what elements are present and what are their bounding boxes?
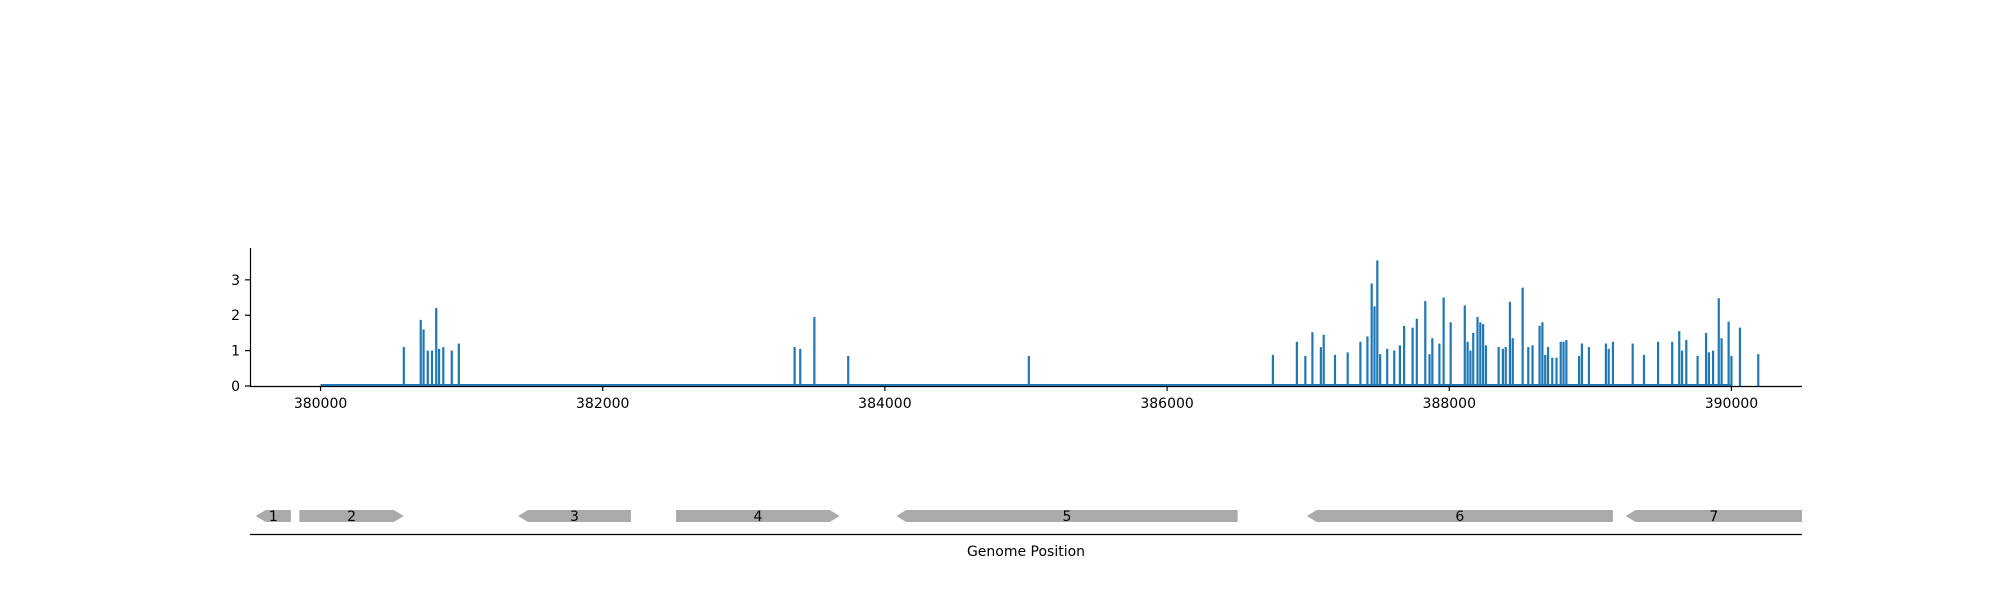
signal-bars [402, 260, 1760, 386]
gene-arrow [676, 510, 840, 522]
x-axis-ticks: 380000 382000 384000 386000 388000 390000 [294, 386, 1758, 412]
x-tick-label: 386000 [1140, 396, 1193, 412]
gene-arrows: 1 2 3 4 5 6 7 [255, 509, 1802, 525]
gene-label: 7 [1709, 509, 1718, 525]
gene-arrow [518, 510, 631, 522]
gene-label: 5 [1062, 509, 1071, 525]
signal-panel: 380000 382000 384000 386000 388000 390000 0 1 2… [231, 248, 1802, 412]
gene-label: 4 [753, 509, 762, 525]
gene-arrow [1625, 510, 1802, 522]
x-tick-label: 382000 [576, 396, 629, 412]
gene-arrow [255, 510, 291, 522]
gene-arrow [1306, 510, 1613, 522]
x-tick-label: 380000 [294, 396, 347, 412]
gene-arrow [299, 510, 404, 522]
y-tick-label: 2 [231, 308, 240, 324]
x-axis-title: Genome Position [967, 544, 1085, 560]
gene-label: 1 [269, 509, 278, 525]
y-axis-ticks: 0 1 2 3 [231, 273, 250, 395]
y-tick-label: 0 [231, 379, 240, 395]
x-tick-label: 388000 [1423, 396, 1476, 412]
y-tick-label: 1 [231, 344, 240, 360]
gene-label: 3 [570, 509, 579, 525]
y-tick-label: 3 [231, 273, 240, 289]
gene-track-panel: 1 2 3 4 5 6 7 Genome Position [250, 509, 1802, 560]
x-tick-label: 384000 [858, 396, 911, 412]
gene-label: 2 [347, 509, 356, 525]
gene-arrow [896, 510, 1238, 522]
gene-label: 6 [1455, 509, 1464, 525]
x-tick-label: 390000 [1705, 396, 1758, 412]
